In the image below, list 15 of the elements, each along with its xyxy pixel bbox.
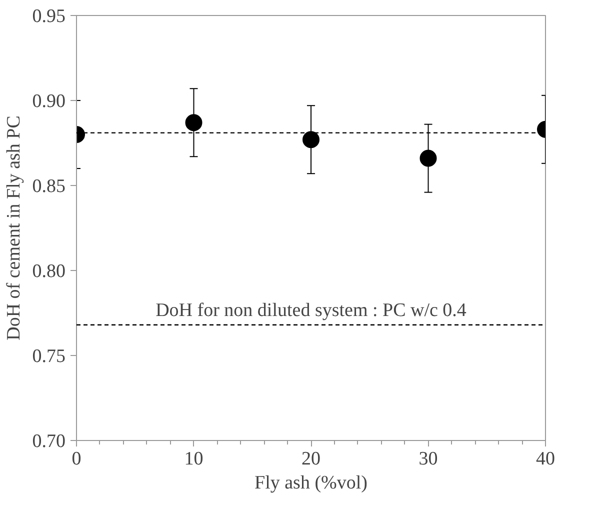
x-tick-label: 10 (184, 448, 204, 470)
ref-line-label: DoH for non diluted system : PC w/c 0.4 (156, 300, 467, 321)
y-tick-label: 0.70 (32, 431, 66, 452)
y-tick-label: 0.80 (32, 261, 66, 282)
y-tick-label: 0.75 (32, 346, 66, 367)
x-tick-label: 40 (536, 448, 555, 470)
y-tick-label: 0.95 (32, 6, 66, 27)
y-tick-label: 0.90 (32, 91, 66, 112)
y-axis-title: DoH of cement in Fly ash PC (3, 116, 24, 340)
x-tick-label: 20 (302, 448, 320, 470)
point (302, 131, 320, 148)
y-tick-label: 0.85 (32, 176, 66, 197)
x-tick-label: 0 (72, 448, 82, 470)
x-tick-label: 30 (418, 448, 438, 470)
x-axis-title: Fly ash (%vol) (254, 472, 368, 494)
